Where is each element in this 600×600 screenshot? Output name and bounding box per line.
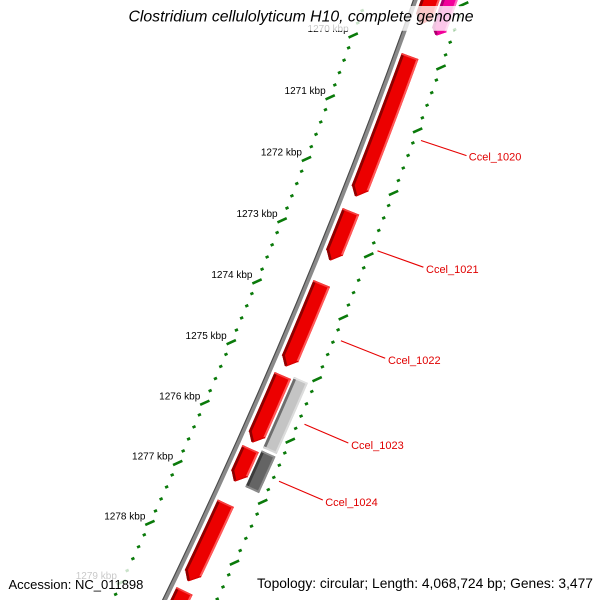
svg-text:1271 kbp: 1271 kbp (285, 86, 327, 97)
svg-text:1272 kbp: 1272 kbp (261, 148, 303, 159)
svg-text:Ccel_1024: Ccel_1024 (325, 497, 378, 509)
svg-text:1276 kbp: 1276 kbp (159, 391, 201, 402)
svg-text:1273 kbp: 1273 kbp (236, 209, 278, 220)
svg-text:1275 kbp: 1275 kbp (186, 331, 228, 342)
svg-text:Accession: NC_011898: Accession: NC_011898 (9, 577, 144, 592)
svg-text:Ccel_1022: Ccel_1022 (388, 355, 441, 367)
svg-text:1278 kbp: 1278 kbp (104, 512, 146, 523)
svg-text:Ccel_1020: Ccel_1020 (469, 151, 522, 163)
svg-text:Clostridium cellulolyticum H10: Clostridium cellulolyticum H10, complete… (128, 9, 473, 26)
svg-text:Topology: circular; Length: 4,: Topology: circular; Length: 4,068,724 bp… (257, 576, 593, 591)
svg-text:Ccel_1023: Ccel_1023 (351, 440, 404, 452)
svg-text:1274 kbp: 1274 kbp (211, 270, 253, 281)
svg-text:Ccel_1021: Ccel_1021 (426, 264, 479, 276)
svg-text:1277 kbp: 1277 kbp (132, 452, 174, 463)
